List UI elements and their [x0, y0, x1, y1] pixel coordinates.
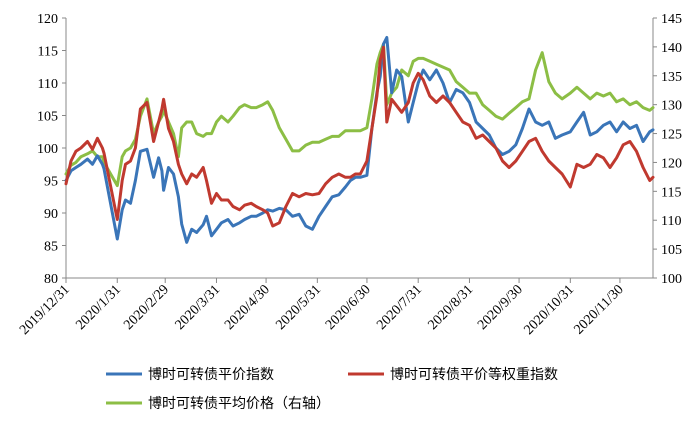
x-tick-label: 2020/6/30 [323, 282, 374, 333]
left-tick-label: 85 [44, 240, 58, 255]
right-tick-label: 145 [661, 12, 682, 27]
left-tick-label: 115 [38, 45, 58, 60]
left-tick-label: 80 [44, 272, 58, 287]
right-tick-label: 130 [661, 99, 682, 114]
left-y-axis: 80 85 90 95 100 105 110 115 120 [37, 12, 67, 287]
x-tick-label: 2020/5/31 [273, 282, 324, 333]
left-tick-label: 110 [38, 77, 58, 92]
right-y-axis: 100 105 110 115 120 125 130 135 140 145 [652, 12, 682, 287]
x-tick-label: 2020/8/31 [426, 282, 477, 333]
legend-label-1: 博时可转债平价指数 [148, 366, 274, 383]
x-tick-label: 2020/2/29 [121, 282, 172, 333]
legend-label-3: 博时可转债平均价格（右轴） [148, 395, 330, 412]
x-tick-label: 2020/3/31 [173, 282, 224, 333]
series-line-1 [64, 36, 655, 244]
legend-label-2: 博时可转债平价等权重指数 [390, 366, 558, 383]
x-tick-label: 2020/4/30 [222, 282, 273, 333]
right-tick-label: 100 [661, 272, 682, 287]
series-line-2 [64, 45, 655, 228]
left-tick-label: 95 [44, 175, 58, 190]
x-tick-label: 2020/11/30 [571, 282, 626, 337]
right-tick-label: 140 [661, 41, 682, 56]
left-tick-label: 120 [37, 12, 58, 27]
x-tick-label: 2020/9/30 [475, 282, 526, 333]
right-tick-label: 135 [661, 70, 682, 85]
plot-series [64, 36, 655, 244]
x-tick-label: 2020/10/31 [521, 282, 577, 338]
x-tick-label: 2020/1/31 [73, 282, 124, 333]
x-tick-label: 2020/7/31 [374, 282, 425, 333]
left-tick-label: 105 [37, 110, 58, 125]
x-tick-label: 2019/12/31 [17, 282, 73, 338]
right-tick-label: 105 [661, 243, 682, 258]
left-tick-label: 100 [37, 142, 58, 157]
right-tick-label: 120 [661, 156, 682, 171]
series-line-3 [64, 42, 655, 188]
left-tick-label: 90 [44, 207, 58, 222]
right-tick-label: 115 [661, 185, 681, 200]
right-tick-label: 110 [661, 214, 681, 229]
right-tick-label: 125 [661, 128, 682, 143]
